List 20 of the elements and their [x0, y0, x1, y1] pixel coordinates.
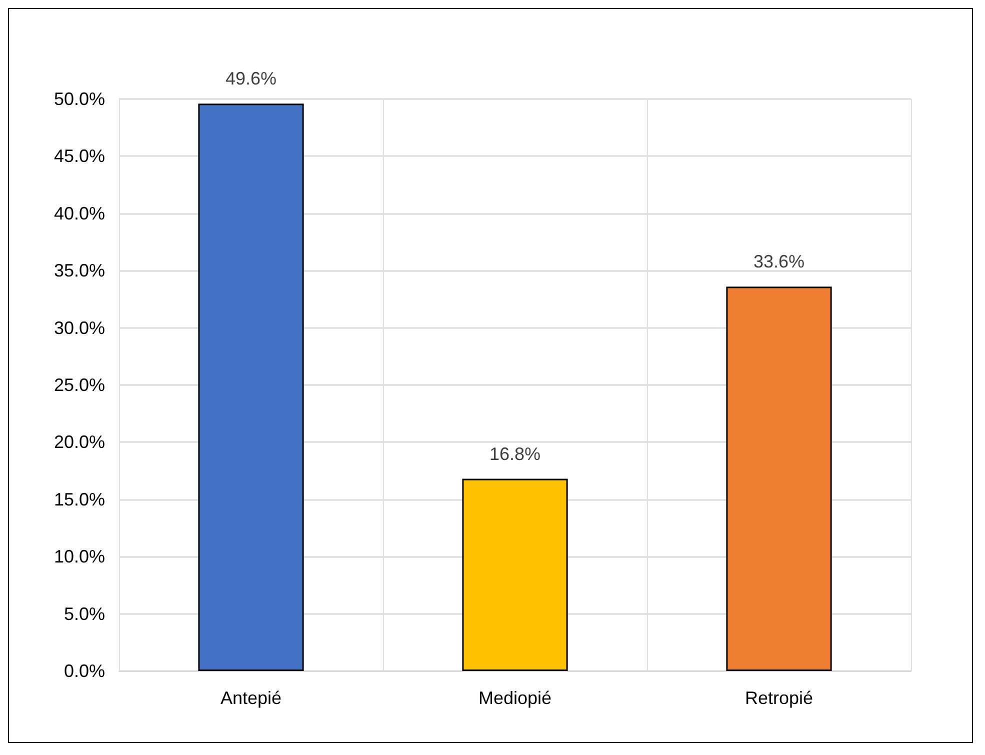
y-tick-label: 35.0% — [54, 260, 105, 281]
y-tick-label: 25.0% — [54, 375, 105, 395]
bar — [198, 104, 304, 671]
y-tick-label: 30.0% — [54, 318, 105, 338]
x-tick-label: Mediopié — [478, 688, 552, 708]
y-tick-label: 20.0% — [54, 432, 105, 452]
data-label: 49.6% — [225, 68, 277, 89]
y-tick-label: 50.0% — [54, 89, 105, 109]
bar — [462, 478, 568, 671]
y-tick-label: 45.0% — [54, 146, 105, 166]
y-tick-label: 40.0% — [54, 203, 105, 224]
x-tick-label: Antepié — [220, 688, 282, 708]
y-tick-label: 0.0% — [64, 661, 105, 681]
x-tick-label: Retropié — [744, 688, 814, 708]
bar — [726, 286, 832, 671]
y-tick-label: 15.0% — [54, 489, 105, 510]
data-label: 33.6% — [753, 252, 805, 272]
y-tick-label: 5.0% — [64, 604, 105, 624]
y-tick-label: 10.0% — [54, 546, 105, 567]
data-label: 16.8% — [489, 444, 541, 464]
